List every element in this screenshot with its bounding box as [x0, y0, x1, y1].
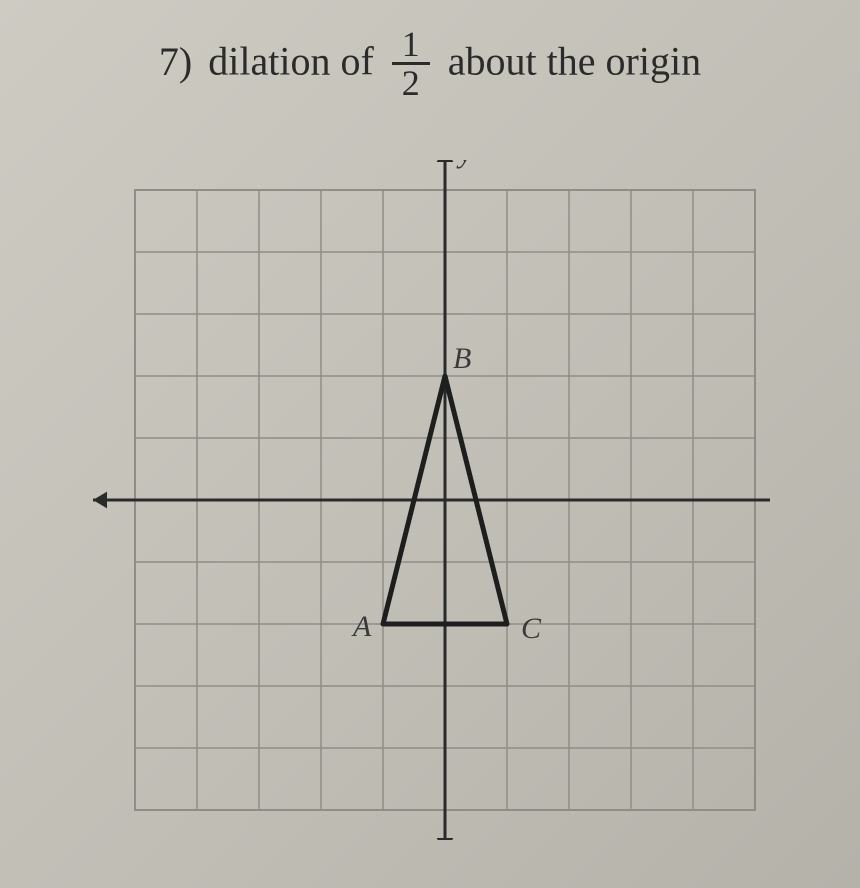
axis-arrow [93, 492, 107, 509]
vertex-label-c: C [521, 612, 542, 645]
axis-arrow [437, 838, 454, 840]
coordinate-graph: yxABC [90, 160, 770, 840]
title-suffix: about the origin [448, 39, 701, 84]
vertex-label-b: B [453, 342, 471, 375]
title-prefix: dilation of [208, 39, 374, 84]
fraction: 1 2 [392, 26, 430, 101]
fraction-numerator: 1 [392, 26, 430, 65]
problem-number: 7) [159, 39, 192, 84]
fraction-denominator: 2 [392, 65, 430, 101]
problem-title: 7) dilation of 1 2 about the origin [0, 28, 860, 103]
vertex-label-a: A [351, 610, 372, 643]
y-axis-label: y [456, 160, 473, 169]
axis-arrow [437, 160, 454, 162]
